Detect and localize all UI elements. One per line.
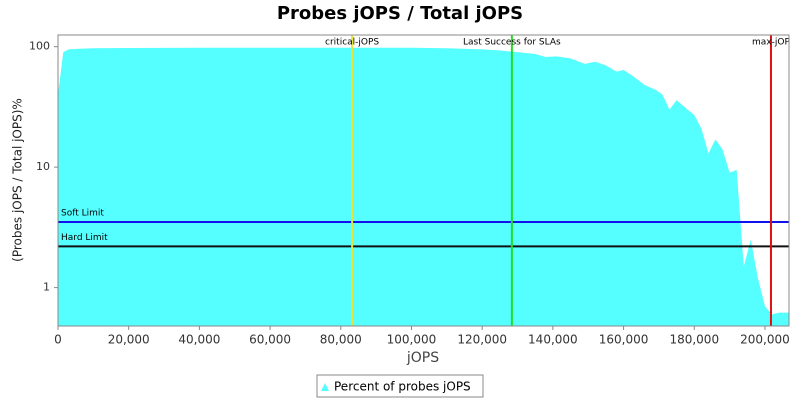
area: [58, 47, 789, 327]
x-tick-label: 20,000: [108, 333, 150, 347]
marker-label: Last Success for SLAs: [463, 38, 561, 48]
x-axis-label: jOPS: [406, 350, 439, 366]
chart-title: Probes jOPS / Total jOPS: [277, 3, 523, 24]
limit-label: Soft Limit: [61, 209, 104, 219]
y-axis-label: (Probes jOPS / Total jOPS)%: [11, 98, 25, 262]
x-tick-label: 0: [54, 333, 62, 347]
x-tick-label: 160,000: [599, 333, 649, 347]
marker-label: max-jOP: [752, 38, 790, 48]
legend-marker: [321, 383, 329, 391]
legend-box: [316, 374, 484, 398]
x-tick-label: 120,000: [457, 333, 507, 347]
x-tick-label: 80,000: [320, 333, 362, 347]
x-tick-label: 200,000: [740, 333, 790, 347]
y-tick-label: 100: [29, 40, 50, 53]
x-tick-label: 100,000: [387, 333, 437, 347]
marker-label: critical-jOPS: [325, 38, 379, 48]
x-tick-label: 140,000: [528, 333, 578, 347]
x-tick-label: 60,000: [249, 333, 291, 347]
x-tick-label: 180,000: [669, 333, 719, 347]
y-tick-label: 10: [36, 160, 50, 173]
y-tick-label: 1: [43, 281, 50, 294]
limit-label: Hard Limit: [61, 233, 108, 243]
plot-border: [57, 34, 790, 327]
x-tick-label: 40,000: [178, 333, 220, 347]
legend-label: Percent of probes jOPS: [334, 380, 471, 394]
